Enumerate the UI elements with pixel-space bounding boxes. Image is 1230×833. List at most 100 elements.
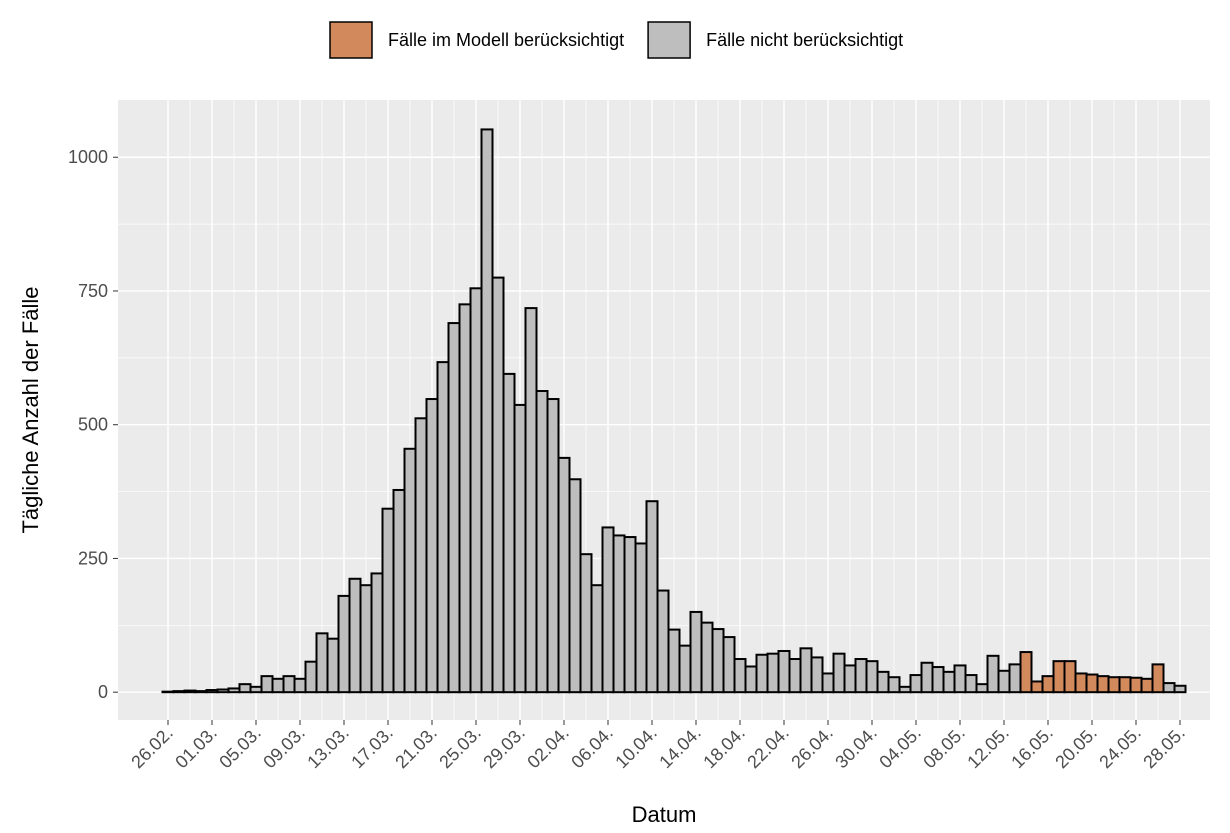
bar — [821, 672, 835, 694]
bar — [1030, 680, 1044, 694]
bar — [304, 660, 318, 694]
legend-key — [647, 21, 691, 59]
bar — [557, 456, 571, 694]
bar — [491, 276, 505, 694]
bar — [1140, 677, 1154, 694]
bar — [282, 675, 296, 694]
x-tick-label: 26.02. — [127, 723, 177, 773]
bar — [579, 553, 593, 694]
bar — [777, 649, 791, 694]
x-tick-label: 28.05. — [1139, 723, 1189, 773]
bar — [1052, 660, 1066, 694]
bar — [359, 584, 373, 694]
bar — [909, 674, 923, 694]
bar — [216, 688, 230, 694]
bar — [315, 632, 329, 694]
bar — [854, 658, 868, 694]
x-tick-label: 24.05. — [1095, 723, 1145, 773]
bar — [590, 584, 604, 694]
bar — [425, 398, 439, 694]
bar — [1107, 676, 1121, 694]
bar — [810, 656, 824, 694]
bar — [667, 628, 681, 694]
x-tick-label: 20.05. — [1051, 723, 1101, 773]
bar — [1063, 660, 1077, 694]
bar — [623, 536, 637, 694]
bar — [205, 689, 219, 694]
x-tick-label: 02.04. — [523, 723, 573, 773]
x-tick-label: 16.05. — [1007, 723, 1057, 773]
bar — [678, 644, 692, 694]
y-tick-label: 750 — [78, 281, 108, 301]
bar — [1118, 676, 1132, 694]
bar — [931, 666, 945, 694]
bar — [975, 683, 989, 694]
bar — [469, 287, 483, 694]
x-tick-label: 06.04. — [567, 723, 617, 773]
bar — [535, 390, 549, 694]
bar — [337, 594, 351, 694]
x-tick-label: 01.03. — [171, 723, 221, 773]
x-tick-label: 10.04. — [611, 723, 661, 773]
bar — [865, 660, 879, 694]
x-tick-label: 05.03. — [215, 723, 265, 773]
bar — [920, 661, 934, 694]
bar — [513, 403, 527, 694]
bar — [1041, 675, 1055, 694]
bar — [326, 637, 340, 694]
bar — [645, 500, 659, 694]
x-tick-label: 08.05. — [919, 723, 969, 773]
bar — [260, 675, 274, 694]
bar — [161, 690, 175, 694]
bar — [414, 417, 428, 694]
bar — [1008, 663, 1022, 694]
y-axis-title: Tägliche Anzahl der Fälle — [18, 286, 43, 533]
x-tick-label: 17.03. — [347, 723, 397, 773]
bar — [766, 652, 780, 694]
bar — [480, 128, 494, 694]
bar — [689, 610, 703, 694]
bar — [238, 683, 252, 694]
x-tick-label: 25.03. — [435, 723, 485, 773]
y-tick-label: 0 — [98, 682, 108, 702]
bar — [887, 676, 901, 694]
legend-label: Fälle nicht berücksichtigt — [706, 30, 903, 50]
legend-key — [329, 21, 373, 59]
y-tick-label: 1000 — [68, 147, 108, 167]
x-tick-label: 13.03. — [303, 723, 353, 773]
bar — [711, 628, 725, 694]
bar — [1085, 673, 1099, 694]
bar — [1129, 676, 1143, 694]
y-tick-label: 250 — [78, 548, 108, 568]
legend-label: Fälle im Modell berücksichtigt — [388, 30, 624, 50]
bar — [832, 652, 846, 694]
bar — [722, 636, 736, 694]
bar — [733, 658, 747, 694]
bar — [1096, 675, 1110, 694]
x-tick-label: 18.04. — [699, 723, 749, 773]
bar — [986, 654, 1000, 694]
bar — [601, 526, 615, 694]
x-tick-label: 04.05. — [875, 723, 925, 773]
bar — [249, 685, 263, 694]
x-tick-label: 12.05. — [963, 723, 1013, 773]
bar — [953, 664, 967, 694]
bar — [568, 478, 582, 694]
bar — [942, 670, 956, 694]
x-tick-label: 29.03. — [479, 723, 529, 773]
bar — [447, 322, 461, 694]
bar — [458, 303, 472, 694]
legend: Fälle im Modell berücksichtigt Fälle nich… — [329, 21, 903, 59]
x-tick-label: 22.04. — [743, 723, 793, 773]
bar — [172, 690, 186, 694]
x-tick-label: 26.04. — [787, 723, 837, 773]
bar — [1151, 663, 1165, 694]
bar — [392, 488, 406, 694]
bar — [524, 307, 538, 694]
bar — [546, 398, 560, 694]
bar — [293, 677, 307, 694]
bar — [348, 577, 362, 694]
bar — [1162, 682, 1176, 694]
bar — [799, 647, 813, 694]
